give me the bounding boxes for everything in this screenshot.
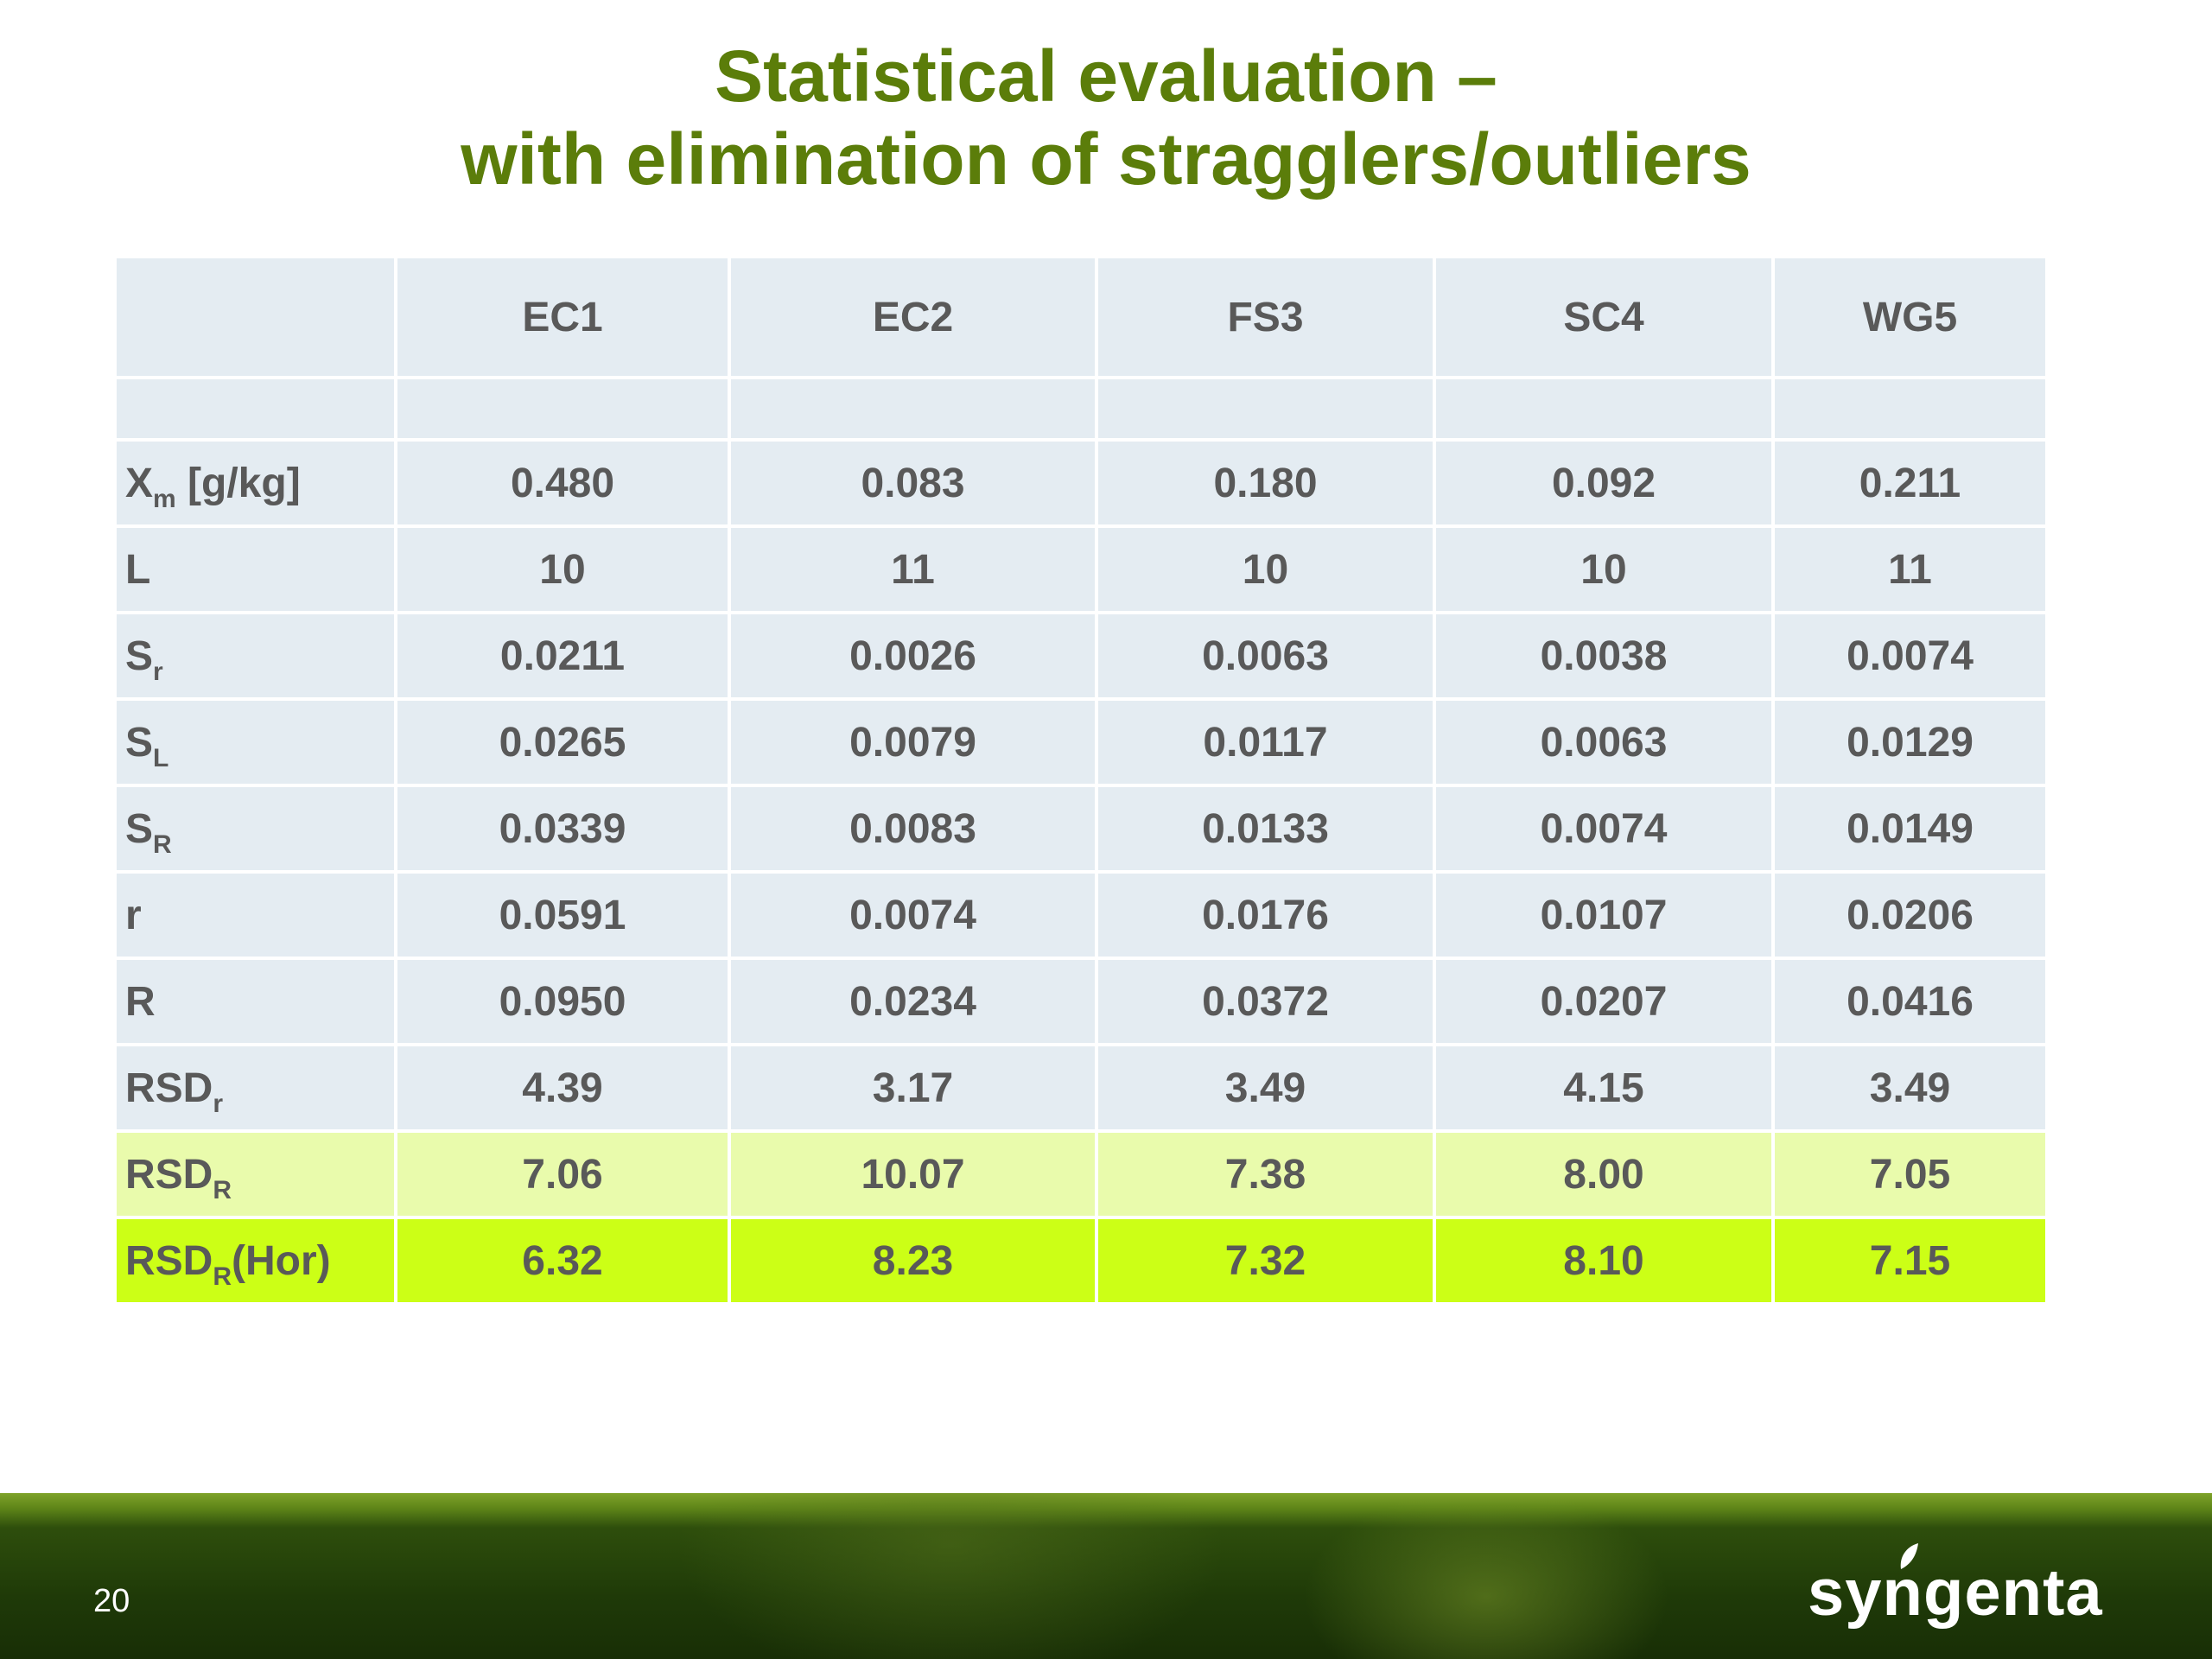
table-cell: 7.15 bbox=[1771, 1216, 2049, 1306]
table-row-highlight-light: RSDR 7.06 10.07 7.38 8.00 7.05 bbox=[113, 1129, 2049, 1219]
table-row-highlight-strong: RSDR(Hor) 6.32 8.23 7.32 8.10 7.15 bbox=[113, 1216, 2049, 1306]
header-corner-cell bbox=[113, 255, 397, 379]
table-cell: 11 bbox=[728, 524, 1098, 614]
column-header: FS3 bbox=[1095, 255, 1436, 379]
table-row: Sr 0.0211 0.0026 0.0063 0.0038 0.0074 bbox=[113, 611, 2049, 701]
table-cell: 10.07 bbox=[728, 1129, 1098, 1219]
row-label: RSDR bbox=[113, 1129, 397, 1219]
table-cell: 0.0074 bbox=[1771, 611, 2049, 701]
table-cell: 0.0265 bbox=[394, 697, 731, 787]
table-cell: 8.00 bbox=[1433, 1129, 1775, 1219]
column-header: EC1 bbox=[394, 255, 731, 379]
table-cell: 0.0176 bbox=[1095, 870, 1436, 960]
table-row: SR 0.0339 0.0083 0.0133 0.0074 0.0149 bbox=[113, 784, 2049, 874]
syngenta-logo: syngenta bbox=[1808, 1556, 2103, 1630]
table-cell: 0.211 bbox=[1771, 438, 2049, 528]
empty-cell bbox=[728, 376, 1098, 442]
table-cell: 11 bbox=[1771, 524, 2049, 614]
slide-title: Statistical evaluation – with eliminatio… bbox=[0, 35, 2212, 200]
row-label: Sr bbox=[113, 611, 397, 701]
title-line-1: Statistical evaluation – bbox=[715, 35, 1497, 117]
column-header: SC4 bbox=[1433, 255, 1775, 379]
table-cell: 0.0591 bbox=[394, 870, 731, 960]
row-label: Xm [g/kg] bbox=[113, 438, 397, 528]
table-row: SL 0.0265 0.0079 0.0117 0.0063 0.0129 bbox=[113, 697, 2049, 787]
table-cell: 0.0083 bbox=[728, 784, 1098, 874]
table-cell: 4.39 bbox=[394, 1043, 731, 1133]
table-cell: 0.0063 bbox=[1433, 697, 1775, 787]
table-cell: 0.0339 bbox=[394, 784, 731, 874]
table-row: R 0.0950 0.0234 0.0372 0.0207 0.0416 bbox=[113, 957, 2049, 1046]
column-header: EC2 bbox=[728, 255, 1098, 379]
table-cell: 7.32 bbox=[1095, 1216, 1436, 1306]
table-cell: 0.0074 bbox=[728, 870, 1098, 960]
table-row: RSDr 4.39 3.17 3.49 4.15 3.49 bbox=[113, 1043, 2049, 1133]
empty-cell bbox=[1771, 376, 2049, 442]
row-label: RSDr bbox=[113, 1043, 397, 1133]
leaf-icon bbox=[1900, 1543, 1918, 1569]
empty-cell bbox=[394, 376, 731, 442]
empty-cell bbox=[1095, 376, 1436, 442]
table-cell: 10 bbox=[1433, 524, 1775, 614]
footer-band bbox=[0, 1493, 2212, 1659]
table-cell: 6.32 bbox=[394, 1216, 731, 1306]
table-cell: 4.15 bbox=[1433, 1043, 1775, 1133]
row-label: RSDR(Hor) bbox=[113, 1216, 397, 1306]
table-cell: 0.083 bbox=[728, 438, 1098, 528]
table-cell: 8.23 bbox=[728, 1216, 1098, 1306]
table-cell: 0.0149 bbox=[1771, 784, 2049, 874]
table-cell: 8.10 bbox=[1433, 1216, 1775, 1306]
table-cell: 0.0211 bbox=[394, 611, 731, 701]
table-cell: 0.0107 bbox=[1433, 870, 1775, 960]
table-cell: 0.0133 bbox=[1095, 784, 1436, 874]
table-cell: 0.0950 bbox=[394, 957, 731, 1046]
table-row: L 10 11 10 10 11 bbox=[113, 524, 2049, 614]
table-cell: 0.0372 bbox=[1095, 957, 1436, 1046]
table-cell: 0.0416 bbox=[1771, 957, 2049, 1046]
table-cell: 0.0038 bbox=[1433, 611, 1775, 701]
table-header-row: EC1 EC2 FS3 SC4 WG5 bbox=[113, 255, 2049, 379]
row-label: SL bbox=[113, 697, 397, 787]
table-cell: 10 bbox=[394, 524, 731, 614]
table-cell: 0.0063 bbox=[1095, 611, 1436, 701]
empty-cell bbox=[113, 376, 397, 442]
table-blank-row bbox=[113, 376, 2049, 442]
table-cell: 7.05 bbox=[1771, 1129, 2049, 1219]
title-line-2: with elimination of stragglers/outliers bbox=[461, 118, 1751, 200]
table-cell: 0.0206 bbox=[1771, 870, 2049, 960]
table-cell: 0.0026 bbox=[728, 611, 1098, 701]
row-label: L bbox=[113, 524, 397, 614]
table-cell: 0.0207 bbox=[1433, 957, 1775, 1046]
page-number: 20 bbox=[93, 1583, 130, 1619]
table-row: r 0.0591 0.0074 0.0176 0.0107 0.0206 bbox=[113, 870, 2049, 960]
table-cell: 0.0117 bbox=[1095, 697, 1436, 787]
table-cell: 0.0234 bbox=[728, 957, 1098, 1046]
table-cell: 7.38 bbox=[1095, 1129, 1436, 1219]
empty-cell bbox=[1433, 376, 1775, 442]
column-header: WG5 bbox=[1771, 255, 2049, 379]
table-cell: 3.49 bbox=[1771, 1043, 2049, 1133]
table-cell: 0.480 bbox=[394, 438, 731, 528]
row-label: r bbox=[113, 870, 397, 960]
row-label: SR bbox=[113, 784, 397, 874]
table-cell: 0.092 bbox=[1433, 438, 1775, 528]
table-cell: 3.17 bbox=[728, 1043, 1098, 1133]
table-cell: 0.0074 bbox=[1433, 784, 1775, 874]
table-cell: 10 bbox=[1095, 524, 1436, 614]
table-cell: 0.180 bbox=[1095, 438, 1436, 528]
row-label: R bbox=[113, 957, 397, 1046]
table-cell: 0.0129 bbox=[1771, 697, 2049, 787]
statistics-table: EC1 EC2 FS3 SC4 WG5 Xm [g/kg] 0.480 0.08… bbox=[113, 255, 2049, 1306]
table-cell: 0.0079 bbox=[728, 697, 1098, 787]
table-cell: 7.06 bbox=[394, 1129, 731, 1219]
table-cell: 3.49 bbox=[1095, 1043, 1436, 1133]
table-row: Xm [g/kg] 0.480 0.083 0.180 0.092 0.211 bbox=[113, 438, 2049, 528]
